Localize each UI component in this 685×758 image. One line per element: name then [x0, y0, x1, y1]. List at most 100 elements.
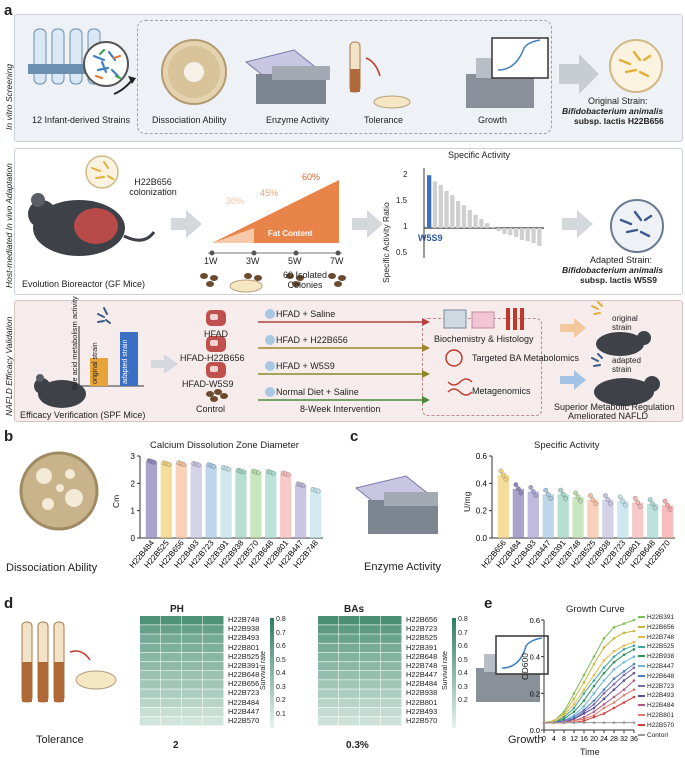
series-point: [612, 677, 616, 680]
legend-swatch: [638, 694, 645, 697]
arrow-orange: [560, 318, 586, 338]
series-point: [632, 671, 636, 675]
chart-c: 0.00.20.40.6H22B656H22B484H22B493H22B447…: [476, 452, 675, 570]
heatmap-cell: [360, 698, 381, 708]
heatmap-cell: [203, 707, 224, 717]
series-point: [582, 710, 586, 713]
series-point: [592, 673, 596, 677]
bar: [145, 461, 158, 538]
y-tick-label: 2: [131, 479, 136, 488]
heatmap-row-label: H22B801: [406, 697, 438, 707]
series-point: [582, 688, 586, 691]
legend-swatch: [638, 635, 645, 638]
ratio-bar: [427, 175, 432, 228]
heatmap-cell: [339, 652, 360, 662]
x-tick-label: 4: [552, 736, 556, 743]
heatmap-cell: [318, 716, 339, 726]
y-tick-label: 3: [131, 452, 136, 461]
data-point: [270, 470, 276, 476]
data-point: [650, 501, 655, 507]
data-point: [590, 497, 596, 503]
series-point: [602, 703, 606, 706]
series-point: [632, 666, 636, 669]
series-point: [602, 688, 606, 691]
legend-swatch: [638, 675, 645, 678]
series-point: [602, 666, 606, 669]
chart-c-title: Specific Activity: [534, 440, 600, 451]
heatmap-cell: [339, 680, 360, 689]
legend-swatch: [638, 714, 645, 717]
heatmap-cell: [140, 661, 161, 671]
week-5: 5W: [288, 256, 302, 266]
data-point: [665, 502, 670, 508]
series-point: [572, 721, 576, 724]
heatmap-cell: [381, 643, 402, 653]
ratio-tick-1: 1: [403, 222, 408, 231]
bile-bacteria-icon: [97, 307, 111, 324]
heatmap-cell: [182, 698, 203, 708]
heatmap-cell: [182, 680, 203, 689]
series-point: [632, 679, 636, 682]
ph-scale-bar: [270, 618, 274, 728]
heatmap-cell: [140, 616, 161, 625]
panel-a-letter: a: [4, 2, 13, 19]
heatmap-cell: [161, 680, 182, 689]
data-point: [662, 498, 668, 504]
series-point: [572, 703, 576, 706]
petri-dish-icon: [161, 39, 227, 105]
bar: [309, 490, 322, 538]
series-point: [582, 712, 586, 715]
series-point: [632, 721, 636, 724]
group-control: Control: [196, 404, 226, 414]
legend-swatch: [638, 724, 645, 727]
ph-title: PH: [170, 604, 184, 615]
series-point: [622, 693, 626, 697]
fat-level-30: 30%: [226, 196, 245, 206]
row2-side-label: Host-mediated In vivo Adaptation: [4, 163, 14, 288]
heatmap-cell: [161, 698, 182, 708]
bar: [190, 464, 202, 538]
series-point: [612, 637, 616, 640]
series-point: [622, 653, 626, 657]
ratio-bar: [473, 214, 478, 228]
specific-activity-ratio-chart: [423, 168, 544, 258]
heatmap-cell: [360, 616, 381, 625]
data-point: [632, 496, 638, 501]
arrow-blue: [560, 370, 586, 390]
legend-label: H22B723: [647, 682, 675, 690]
ratio-bar: [531, 228, 536, 243]
legend-item: H22B525: [638, 643, 674, 650]
legend-item: H22B391: [638, 614, 674, 621]
series-point: [602, 637, 606, 640]
series-point: [612, 660, 616, 664]
hfad-h22b656-meat-icon: [206, 336, 226, 352]
ratio-bar: [438, 184, 443, 228]
data-point: [543, 487, 549, 493]
heatmap-cell: [203, 698, 224, 708]
heatmap-cell: [161, 625, 182, 634]
heatmap-cell: [360, 634, 381, 643]
series-point: [592, 684, 596, 688]
x-tick-label: 16: [580, 736, 588, 743]
ratio-bar: [467, 210, 472, 228]
heatmap-row-label: H22B525: [228, 651, 260, 661]
spf-mouse-icon: [34, 374, 86, 408]
y-tick-label: 0.2: [476, 507, 488, 516]
series-point: [622, 648, 626, 651]
analysis-3: Metagenomics: [472, 386, 531, 396]
heatmap-cell: [360, 689, 381, 698]
bar: [160, 463, 173, 538]
heatmap-row-label: H22B391: [406, 642, 438, 652]
legend-item: H22B447: [638, 663, 674, 670]
series-point: [612, 695, 616, 699]
heatmap-row-label: H22B391: [228, 660, 260, 670]
legend-swatch: [638, 704, 645, 707]
y-tick-label: 0.2: [530, 689, 540, 698]
bas-xlabel: 0.3%: [346, 740, 369, 751]
bar: [294, 484, 307, 538]
bar: [265, 472, 277, 538]
series-point: [592, 715, 596, 719]
ph-row-labels: H22B748 H22B938 H22B493 H22B801 H22B525 H22B3…: [228, 615, 278, 726]
scale-tick-label: 0.6: [458, 643, 468, 650]
dna-icon: [447, 378, 473, 396]
